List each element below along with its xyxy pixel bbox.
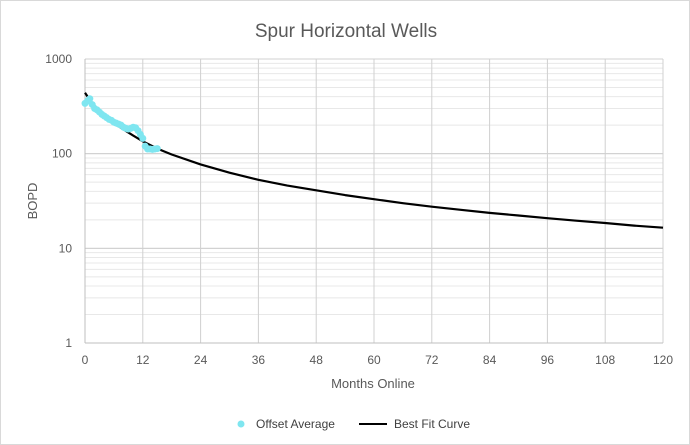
- x-tick-label: 72: [425, 353, 439, 367]
- legend-label-offset-average: Offset Average: [256, 417, 335, 431]
- x-tick-label: 96: [541, 353, 555, 367]
- offset-average-point: [153, 145, 161, 153]
- x-tick-label: 24: [194, 353, 208, 367]
- y-tick-label: 100: [52, 147, 72, 161]
- x-tick-label: 120: [653, 353, 673, 367]
- y-tick-labels: 1 10 100 1000: [45, 52, 72, 350]
- x-tick-label: 0: [82, 353, 89, 367]
- x-tick-label: 108: [595, 353, 615, 367]
- chart-title: Spur Horizontal Wells: [255, 21, 437, 42]
- offset-average-point: [86, 95, 94, 103]
- x-axis-label: Months Online: [331, 376, 415, 391]
- legend-label-best-fit: Best Fit Curve: [394, 417, 470, 431]
- y-tick-label: 1000: [45, 52, 72, 66]
- grid: [84, 58, 664, 344]
- y-tick-label: 10: [59, 241, 73, 255]
- legend-marker-offset-average: [237, 420, 245, 428]
- offset-average-series: [81, 95, 161, 153]
- y-axis-label: BOPD: [25, 183, 40, 220]
- offset-average-point: [139, 134, 147, 142]
- legend: Offset Average Best Fit Curve: [237, 417, 470, 431]
- x-tick-label: 60: [367, 353, 381, 367]
- y-tick-label: 1: [65, 336, 72, 350]
- x-tick-labels: 0 12 24 36 48 60 72 84 96 108 120: [82, 353, 674, 367]
- x-tick-label: 12: [136, 353, 150, 367]
- x-tick-label: 84: [483, 353, 497, 367]
- x-tick-label: 36: [252, 353, 266, 367]
- x-tick-label: 48: [310, 353, 324, 367]
